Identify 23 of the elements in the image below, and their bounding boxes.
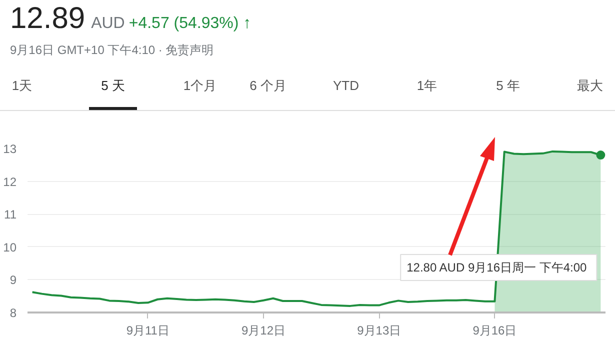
text: 1年 [416, 77, 438, 95]
x-tick-label: 9月11日 [126, 324, 170, 338]
text: 1天 [10, 77, 34, 95]
text: +4.57 (54.93%) ↑ [128, 15, 252, 32]
text: 6 个月 [248, 77, 288, 95]
chart-subtitle: 9月16日 GMT+10 下午4:10 · 免责声明 [10, 42, 214, 59]
text: AUD [91, 15, 125, 32]
text: 5 天 [100, 77, 126, 95]
text: 最大 [576, 77, 604, 95]
x-tick-label: 9月16日 [472, 324, 517, 338]
annotation: 12.80 AUD 9月16日周一 下午4:00 [406, 260, 588, 274]
y-tick-label: 12 [3, 174, 17, 189]
text: 5 年 [495, 77, 521, 95]
text: 1个月 [182, 77, 218, 95]
x-tick-label: 9月12日 [242, 324, 286, 338]
text: YTD [332, 77, 360, 95]
y-tick-label: 10 [3, 240, 17, 254]
y-tick-label: 9 [10, 273, 17, 288]
chart-title: 12.89 [10, 2, 86, 35]
y-tick-label: 11 [4, 208, 17, 222]
y-tick-label: 13 [3, 142, 17, 156]
y-tick-label: 8 [10, 306, 17, 320]
x-tick-label: 9月13日 [357, 324, 402, 338]
